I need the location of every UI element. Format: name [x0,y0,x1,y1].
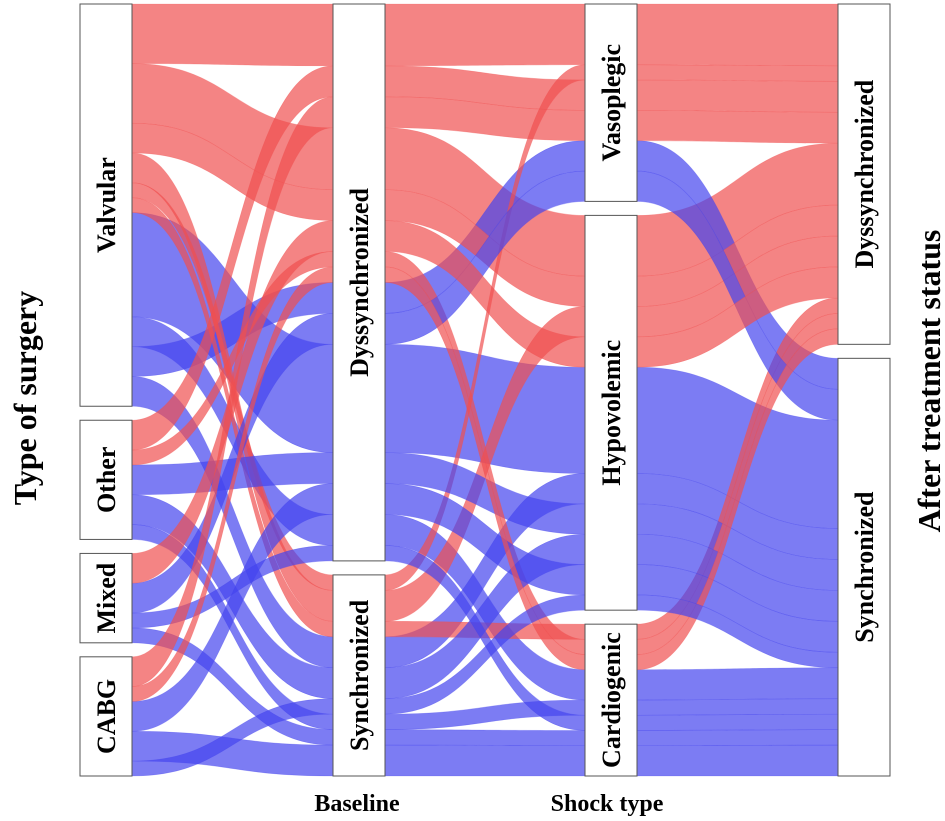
node-box-type-of-surgery-valvular [79,3,133,407]
right-axis-label: After treatment status [911,230,945,533]
node-label-shock-type-hypovolemic: Hypovolemic [597,340,626,486]
node-label-type-of-surgery-mixed: Mixed [92,562,121,633]
node-label-type-of-surgery-other: Other [92,447,121,513]
node-label-baseline-dyssynchronized: Dyssynchronized [345,188,374,377]
node-box-shock-type-vasoplegic [584,3,638,202]
axis-label-shock-type: Shock type [551,791,664,817]
flow-band-14-shock-to-after [636,698,839,716]
flow-band-8-shock-to-after [636,64,839,82]
node-box-baseline-dyssynchronized [332,3,386,562]
node-label-type-of-surgery-valvular: Valvular [92,157,121,253]
flow-band-22-baseline-to-shock [384,744,586,777]
node-baseline-synchronized: Synchronized [332,574,386,777]
node-box-after-treatment-status-synchronized [837,357,891,777]
node-box-shock-type-cardiogenic [584,623,638,777]
flow-band-17-shock-to-after [636,713,839,731]
flow-band-0-shock-to-after [636,3,839,67]
node-shock-type-vasoplegic: Vasoplegic [584,3,638,202]
node-label-baseline-synchronized: Synchronized [345,599,374,751]
node-shock-type-cardiogenic: Cardiogenic [584,623,638,777]
flow-band-0-baseline-to-shock [384,3,586,67]
node-baseline-dyssynchronized: Dyssynchronized [332,3,386,562]
node-label-after-treatment-status-dyssynchronized: Dyssynchronized [850,79,879,268]
node-layer: Valvular Other Mixed CABG Dyssynchronized Syn… [79,3,891,777]
node-box-type-of-surgery-other [79,419,133,540]
node-shock-type-hypovolemic: Hypovolemic [584,214,638,611]
flow-band-18-shock-to-after [636,729,839,746]
node-type-of-surgery-cabg: CABG [79,656,133,777]
flow-band-22-shock-to-after [636,744,839,777]
left-axis-label: Type of surgery [7,291,43,505]
flow-band-0-surgery-to-baseline [131,3,334,67]
flow-band-3-shock-to-after [636,667,839,701]
node-box-after-treatment-status-dyssynchronized [837,3,891,345]
node-label-shock-type-vasoplegic: Vasoplegic [597,44,626,162]
node-label-type-of-surgery-cabg: CABG [92,679,121,754]
flow-layer [131,3,839,777]
flow-band-19-shock-to-after [636,109,839,144]
node-box-type-of-surgery-mixed [79,552,133,644]
node-after-treatment-status-dyssynchronized: Dyssynchronized [837,3,891,345]
node-after-treatment-status-synchronized: Synchronized [837,357,891,777]
node-box-type-of-surgery-cabg [79,656,133,777]
flow-band-10-shock-to-after [636,79,839,113]
axis-label-baseline: Baseline [314,791,400,817]
node-type-of-surgery-other: Other [79,419,133,540]
node-label-after-treatment-status-synchronized: Synchronized [850,491,879,643]
node-label-shock-type-cardiogenic: Cardiogenic [597,632,626,768]
node-type-of-surgery-mixed: Mixed [79,552,133,644]
node-box-baseline-synchronized [332,574,386,777]
flow-band-18-baseline-to-shock [384,729,586,746]
node-type-of-surgery-valvular: Valvular [79,3,133,407]
node-box-shock-type-hypovolemic [584,214,638,611]
